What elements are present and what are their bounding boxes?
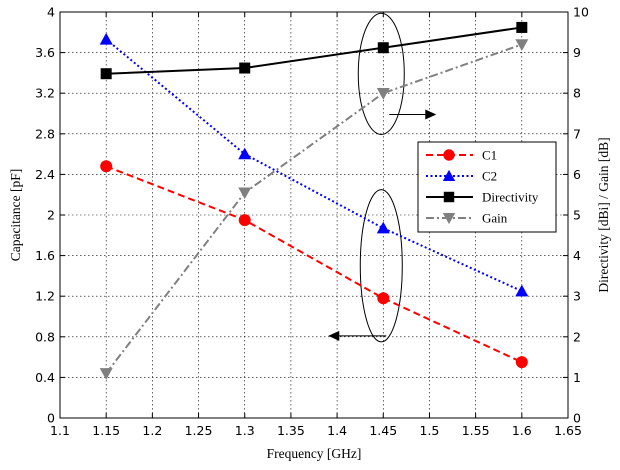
y-left-tick-label: 0 [47, 411, 55, 426]
data-point-directivity [377, 42, 389, 54]
ticks: 1.1 1.15 1.2 1.25 1.3 1.35 1.4 1.45 1.5 1.55 1.6 1.… [35, 5, 589, 439]
y-left-tick-label: 1.6 [35, 248, 55, 263]
y-left-tick-label: 2.4 [35, 167, 55, 182]
data-point-directivity [100, 68, 112, 80]
data-point-c2 [515, 284, 529, 297]
y-right-tick-label: 9 [573, 45, 581, 60]
data-point-c2 [99, 32, 113, 45]
legend-label-c2: C2 [482, 169, 497, 184]
series-layer [99, 21, 529, 380]
x-tick-label: 1.15 [92, 423, 120, 438]
x-tick-label: 1.55 [462, 423, 490, 438]
y-right-tick-label: 3 [573, 289, 581, 304]
legend-item-c1: C1 [426, 148, 497, 163]
x-tick-label: 1.1 [50, 423, 70, 438]
x-tick-label: 1.65 [554, 423, 582, 438]
y-left-tick-label: 3.2 [35, 86, 55, 101]
x-axis-title: Frequency [GHz] [267, 446, 362, 461]
y-right-tick-label: 0 [573, 411, 581, 426]
legend-box [417, 141, 557, 233]
x-tick-label: 1.2 [142, 423, 162, 438]
y-right-tick-label: 7 [573, 126, 581, 141]
series-line-gain [105, 43, 523, 374]
legend-item-gain: Gain [426, 211, 508, 226]
y-left-tick-label: 4 [47, 5, 55, 20]
legend: C1 C2 Directivity Gain [417, 141, 557, 233]
y-left-tick-label: 2.8 [35, 126, 55, 141]
series-line-c2 [105, 38, 523, 293]
y-right-tick-label: 6 [573, 167, 581, 182]
grid [60, 12, 568, 418]
arrow-head [328, 330, 340, 341]
annotation-ellipse-right [357, 12, 405, 135]
y-right-tick-label: 10 [573, 5, 589, 20]
data-point-gain [515, 39, 529, 51]
x-tick-label: 1.25 [185, 423, 213, 438]
y-right-tick-label: 8 [573, 86, 581, 101]
y-left-tick-label: 0.4 [35, 370, 55, 385]
series-gain [99, 39, 529, 380]
legend-label-directivity: Directivity [482, 190, 539, 205]
data-point-c1 [100, 160, 113, 173]
legend-marker-c1 [443, 149, 455, 161]
legend-marker-c2 [442, 169, 456, 181]
y-left-tick-label: 1.2 [35, 289, 55, 304]
x-tick-label: 1.5 [420, 423, 440, 438]
data-point-c1 [238, 214, 251, 227]
y-left-tick-label: 2 [47, 208, 55, 223]
series-c1 [100, 160, 528, 369]
x-tick-label: 1.4 [327, 423, 347, 438]
data-point-directivity [239, 62, 251, 74]
y-right-tick-label: 5 [573, 208, 581, 223]
data-point-gain [376, 88, 390, 100]
series-c2 [99, 32, 529, 297]
legend-label-c1: C1 [482, 148, 497, 163]
arrow-head [425, 109, 437, 120]
data-point-c1 [515, 356, 528, 369]
y-axis-right-title: Directivity [dBi] / Gain [dB] [596, 137, 611, 292]
data-point-directivity [516, 21, 528, 33]
data-point-c2 [376, 221, 390, 234]
x-tick-label: 1.45 [369, 423, 397, 438]
legend-marker-gain [442, 213, 456, 225]
data-point-gain [238, 187, 252, 200]
y-left-tick-label: 3.6 [35, 45, 55, 60]
data-point-gain [99, 368, 113, 380]
series-line-directivity [106, 26, 522, 75]
y-left-tick-label: 0.8 [35, 329, 55, 344]
data-point-c2 [238, 147, 252, 160]
y-axis-left-title: Capacitance [pF] [8, 169, 23, 262]
y-right-tick-label: 4 [573, 248, 581, 263]
x-tick-label: 1.6 [512, 423, 532, 438]
annotation-ellipse-left [359, 189, 403, 343]
x-tick-label: 1.3 [235, 423, 255, 438]
y-right-tick-label: 1 [573, 370, 581, 385]
y-right-tick-label: 2 [573, 329, 581, 344]
legend-label-gain: Gain [482, 211, 508, 226]
legend-item-directivity: Directivity [426, 190, 539, 205]
data-point-c1 [377, 292, 390, 305]
annotations [328, 12, 437, 343]
legend-marker-directivity [443, 191, 455, 203]
legend-item-c2: C2 [426, 169, 497, 184]
x-tick-label: 1.35 [277, 423, 305, 438]
series-directivity [100, 21, 528, 80]
